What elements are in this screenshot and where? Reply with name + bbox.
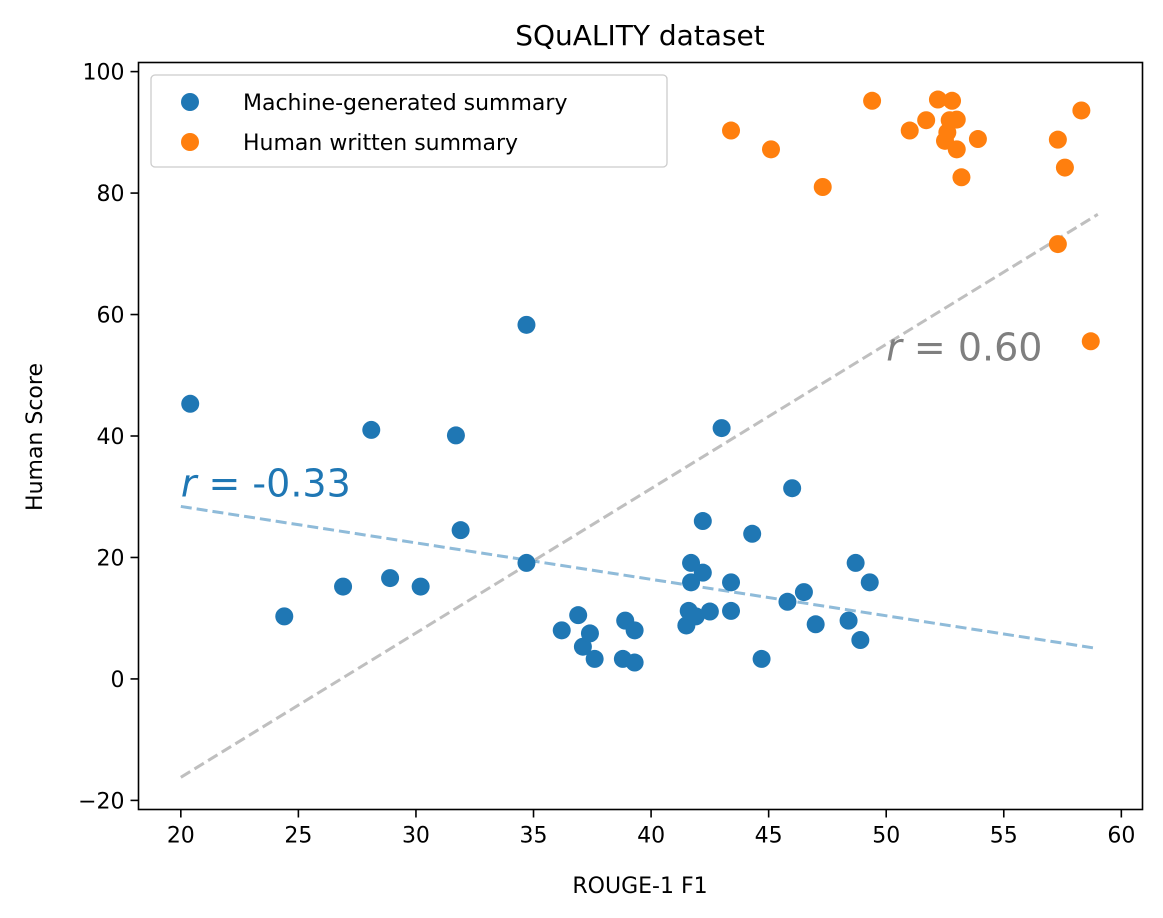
human-written-summary-point: [943, 91, 962, 110]
machine-generated-summary-point: [381, 569, 400, 588]
machine-generated-summary-point: [625, 653, 644, 672]
human-written-trend-line: [180, 213, 1099, 779]
chart-title: SQuALITY dataset: [515, 19, 765, 52]
y-tick-label: 20: [97, 546, 125, 571]
machine-generated-summary-point: [846, 553, 865, 572]
machine-generated-summary-point: [722, 573, 741, 592]
machine-generated-summary-point: [783, 479, 802, 498]
human-written-summary-point: [1055, 158, 1074, 177]
machine-generated-summary-point: [362, 420, 381, 439]
machine-generated-summary-point: [181, 394, 200, 413]
machine-generated-summary-point: [625, 621, 644, 640]
machine-generated-summary-point: [839, 611, 858, 630]
human-written-summary-point: [863, 91, 882, 110]
machine-generated-summary-point: [851, 631, 870, 650]
machine-generated-summary-point: [778, 592, 797, 611]
data-points: [181, 90, 1100, 672]
machine-generated-summary-point: [752, 649, 771, 668]
machine-generated-summary-point: [552, 621, 571, 640]
correlation-symbol: r: [886, 326, 904, 370]
human-written-summary-point: [1048, 235, 1067, 254]
x-tick-label: 35: [520, 824, 548, 849]
machine-generated-summary-point: [411, 577, 430, 596]
plot-frame: [137, 61, 1144, 811]
machine-generated-summary-point: [794, 583, 813, 602]
y-tick-label: 0: [111, 668, 125, 693]
human-written-summary-point: [1048, 130, 1067, 149]
machine-generated-summary-point: [275, 607, 294, 626]
x-tick-label: 60: [1107, 824, 1135, 849]
human-written-summary-point: [947, 110, 966, 129]
y-tick-label: 40: [97, 425, 125, 450]
human-written-summary-point: [917, 111, 936, 130]
machine-generated-summary-point: [743, 524, 762, 543]
machine-generated-summary-point: [585, 649, 604, 668]
machine-generated-summary-point: [860, 573, 879, 592]
y-axis-label: Human Score: [23, 363, 48, 511]
machine-generated-summary-point: [446, 426, 465, 445]
legend-label-machine-generated-summary: Machine-generated summary: [243, 91, 567, 116]
y-tick-label: −20: [78, 789, 124, 814]
machine-generated-summary-point: [712, 419, 731, 438]
correlation-value: = -0.33: [196, 462, 350, 506]
human-written-summary-point: [947, 140, 966, 159]
machine-generated-summary-point: [451, 521, 470, 540]
machine-generated-summary-point: [693, 512, 712, 531]
trendlines: [180, 213, 1099, 779]
human-written-summary-point: [722, 121, 741, 140]
human-written-summary-point: [813, 178, 832, 196]
correlation-annotations: r = -0.33r = 0.60: [181, 326, 1043, 506]
y-tick-label: 80: [97, 182, 125, 207]
human-written-summary-point: [761, 140, 780, 159]
machine-generated-summary-point: [686, 607, 705, 626]
x-tick-label: 40: [637, 824, 665, 849]
x-tick-label: 30: [402, 824, 430, 849]
human-written-summary-point: [952, 168, 971, 187]
human-written-summary-point: [1072, 101, 1091, 120]
human-written-summary-point: [928, 90, 947, 109]
machine-generated-summary-point: [517, 553, 536, 572]
machine-generated-summary-point: [573, 637, 592, 656]
machine-generated-summary-point: [580, 624, 599, 643]
human-written-summary-point: [968, 130, 987, 149]
machine-generated-summary-point: [569, 606, 588, 625]
correlation-symbol: r: [181, 462, 199, 506]
machine-generated-summary-point: [693, 563, 712, 582]
legend-marker-human-written-summary: [181, 133, 199, 151]
machine-generated-summary-point: [722, 601, 741, 620]
legend-box: [150, 74, 668, 168]
machine-generated-summary-point: [806, 615, 825, 634]
x-tick-label: 20: [167, 824, 195, 849]
human-written-summary-point: [900, 121, 919, 140]
legend: Machine-generated summary Human written s…: [150, 74, 668, 168]
x-tick-label: 55: [990, 824, 1018, 849]
x-tick-label: 25: [284, 824, 312, 849]
axis-ticks: 20 25 30 35 40 45 50 55 60 −20 0 20 40 60 80 100: [78, 61, 1135, 849]
machine-generated-trend-line: [180, 504, 1099, 651]
correlation-value: = 0.60: [902, 326, 1043, 370]
correlation-annotation: r = -0.33: [181, 462, 351, 506]
legend-marker-machine-generated-summary: [181, 93, 199, 111]
y-tick-label: 60: [97, 304, 125, 329]
human-written-summary-point: [1081, 332, 1100, 351]
legend-label-human-written-summary: Human written summary: [243, 131, 518, 156]
y-tick-label: 100: [83, 61, 125, 86]
machine-generated-summary-point: [517, 315, 536, 334]
x-axis-label: ROUGE-1 F1: [572, 874, 707, 899]
machine-generated-summary-point: [700, 602, 719, 621]
x-tick-label: 50: [872, 824, 900, 849]
x-tick-label: 45: [755, 824, 783, 849]
correlation-annotation: r = 0.60: [886, 326, 1042, 370]
machine-generated-summary-point: [334, 577, 353, 596]
